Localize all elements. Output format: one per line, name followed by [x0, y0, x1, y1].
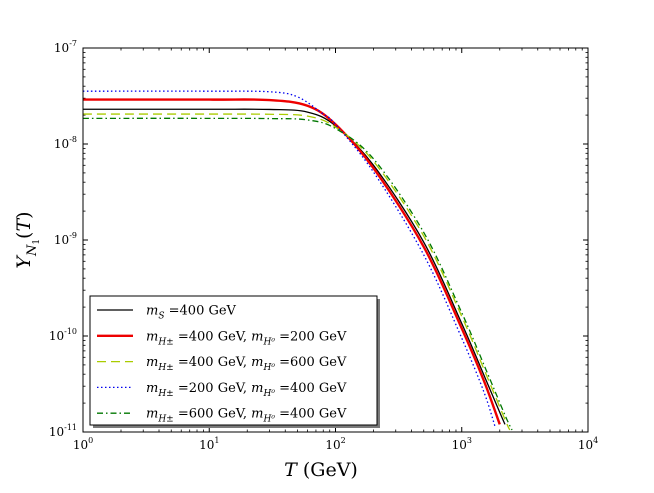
legend-label-part: H⁰ [262, 415, 275, 425]
legend-label-part: =400 GeV [275, 381, 347, 396]
x-tick-base: 10 [199, 438, 214, 452]
legend-label-part: m [146, 304, 158, 319]
x-tick-base: 10 [452, 438, 467, 452]
legend-label-part: =400 GeV [165, 304, 237, 319]
y-tick-exp: -10 [64, 327, 77, 336]
legend-label-2: mH± =400 GeV, mH⁰ =200 GeV [146, 329, 347, 347]
legend-label-part: S [158, 312, 164, 322]
x-tick-label: 102 [325, 436, 345, 452]
legend-label-part: H± [157, 363, 173, 373]
y-tick-exp: -7 [69, 39, 77, 48]
x-axis-title: T (GeV) [284, 459, 358, 481]
series-line-2 [83, 98, 501, 425]
y-tick-label: 10-9 [54, 231, 77, 247]
y-axis-title: YN1(T) [13, 211, 42, 268]
series-line-3 [83, 113, 511, 431]
y-tick-base: 10 [54, 233, 69, 247]
legend-label-4: mH± =200 GeV, mH⁰ =400 GeV [146, 381, 347, 399]
legend-label-part: H⁰ [262, 389, 275, 399]
legend-label-part: m [146, 381, 158, 396]
y-axis-symbol: Y [13, 254, 35, 269]
legend-label-part: m [251, 355, 263, 370]
x-tick-label: 104 [578, 436, 598, 452]
x-tick-exp: 1 [214, 436, 219, 445]
y-tick-label: 10-11 [49, 423, 77, 439]
y-tick-label: 10-10 [49, 327, 77, 343]
legend-label-part: m [146, 329, 158, 344]
legend-label-part: =200 GeV, [174, 381, 251, 396]
x-tick-label: 100 [73, 436, 93, 452]
legend-box [89, 295, 378, 426]
y-axis-subsub: 1 [32, 239, 42, 245]
y-tick-base: 10 [49, 329, 64, 343]
x-axis-symbol: T [284, 459, 298, 481]
y-tick-base: 10 [54, 41, 69, 55]
series-line-1 [83, 108, 506, 425]
legend-label-part: m [251, 329, 263, 344]
legend-label-part: m [146, 407, 158, 422]
legend-label-part: =400 GeV, [174, 355, 251, 370]
y-tick-label: 10-8 [54, 135, 77, 151]
legend-label-3: mH± =400 GeV, mH⁰ =600 GeV [146, 355, 347, 373]
x-tick-exp: 3 [467, 436, 472, 445]
x-tick-exp: 4 [593, 436, 598, 445]
y-tick-exp: -11 [64, 423, 77, 432]
y-axis-sub: N [25, 244, 40, 257]
x-tick-labels: 100 101 102 103 104 [73, 436, 598, 452]
series-line-5 [83, 117, 513, 431]
x-tick-label: 103 [452, 436, 472, 452]
y-tick-base: 10 [49, 425, 64, 439]
series-layer [83, 90, 513, 431]
y-tick-exp: -9 [69, 231, 77, 240]
y-axis-paren-open: ( [13, 232, 35, 239]
y-tick-base: 10 [54, 137, 69, 151]
x-tick-exp: 0 [88, 436, 93, 445]
x-tick-base: 10 [578, 438, 593, 452]
legend-label-part: m [251, 381, 263, 396]
legend-label-1: mS =400 GeV [146, 304, 237, 322]
legend-label-part: H± [157, 389, 173, 399]
legend-label-part: =400 GeV, [174, 329, 251, 344]
legend-label-part: m [251, 407, 263, 422]
legend-label-part: H± [157, 337, 173, 347]
series-line-4 [83, 90, 497, 429]
x-axis-unit: (GeV) [297, 459, 358, 481]
legend-label-part: =600 GeV, [174, 407, 251, 422]
legend-label-5: mH± =600 GeV, mH⁰ =400 GeV [146, 407, 347, 425]
x-tick-label: 101 [199, 436, 219, 452]
y-tick-label: 10-7 [54, 39, 77, 55]
legend-label-part: m [146, 355, 158, 370]
x-tick-base: 10 [325, 438, 340, 452]
legend-label-part: H⁰ [262, 363, 275, 373]
legend-label-part: H⁰ [262, 337, 275, 347]
plot-frame [82, 47, 589, 433]
y-axis-paren-close: ) [13, 211, 35, 218]
x-tick-exp: 2 [341, 436, 346, 445]
legend-label-part: =600 GeV [275, 355, 347, 370]
legend-label-part: =200 GeV [275, 329, 347, 344]
x-tick-base: 10 [73, 438, 88, 452]
y-axis-var: T [13, 218, 35, 232]
legend-label-part: =400 GeV [275, 407, 347, 422]
legend-label-part: H± [157, 415, 173, 425]
y-tick-exp: -8 [69, 135, 77, 144]
